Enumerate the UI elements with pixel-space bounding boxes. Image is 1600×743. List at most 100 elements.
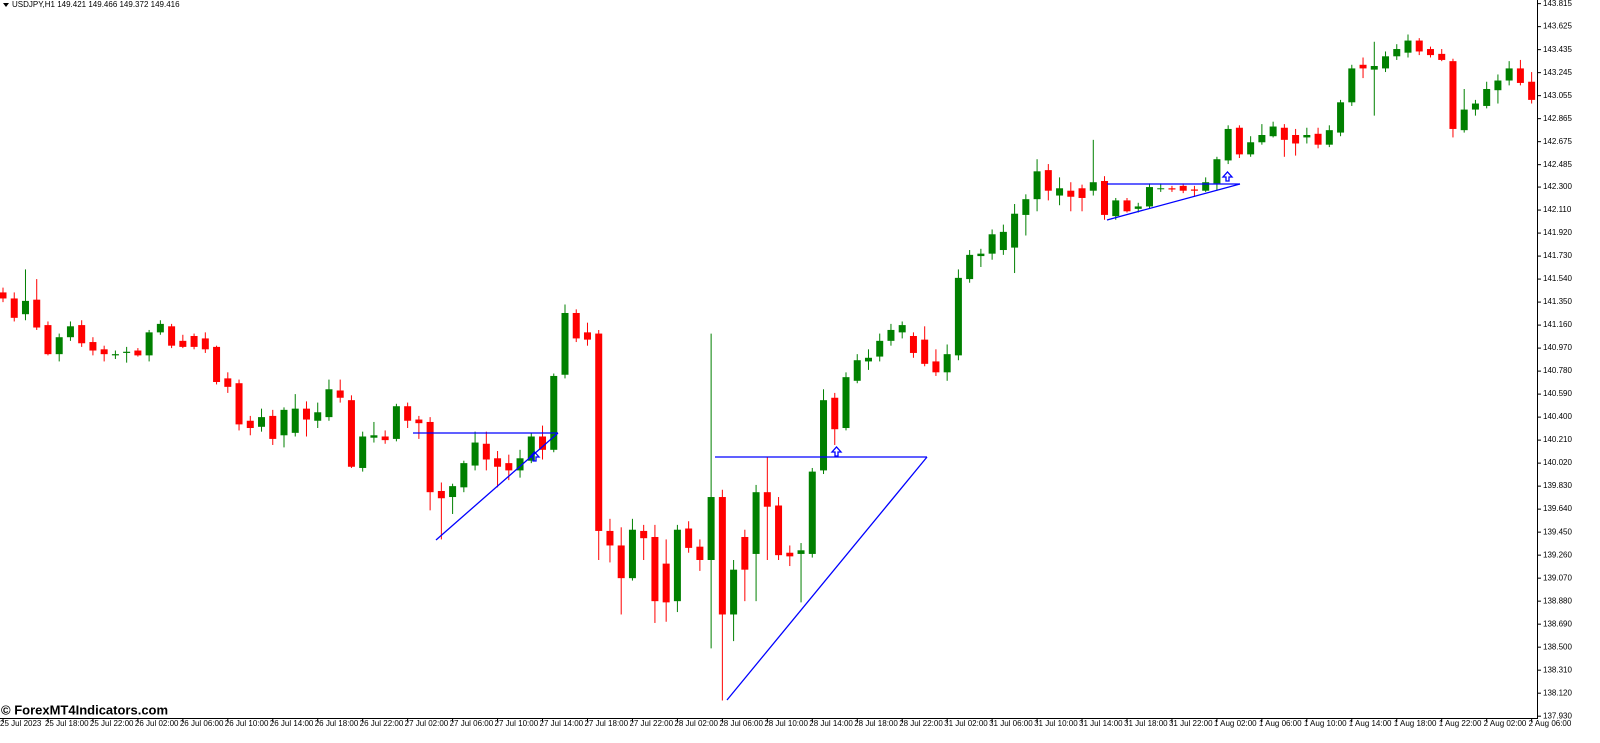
menu-triangle bbox=[3, 3, 9, 7]
candle-body bbox=[1247, 142, 1255, 155]
candle-body bbox=[1190, 189, 1198, 191]
candle-body bbox=[550, 375, 558, 450]
candle-body bbox=[437, 490, 445, 499]
x-tick-label: 26 Jul 10:00 bbox=[225, 719, 269, 728]
x-tick-label: 2 Aug 06:00 bbox=[1529, 719, 1572, 728]
candle-body bbox=[1337, 102, 1345, 133]
candle-body bbox=[741, 536, 749, 570]
x-tick-label: 27 Jul 10:00 bbox=[495, 719, 539, 728]
candle-body bbox=[224, 378, 232, 387]
x-tick-label: 31 Jul 02:00 bbox=[944, 719, 988, 728]
y-tick-label: 143.625 bbox=[1543, 22, 1572, 31]
candle-body bbox=[1438, 53, 1446, 60]
x-tick-label: 27 Jul 14:00 bbox=[540, 719, 584, 728]
candle-body bbox=[853, 360, 861, 381]
candle-body bbox=[505, 463, 513, 471]
x-tick-label: 1 Aug 18:00 bbox=[1394, 719, 1437, 728]
candle-body bbox=[752, 492, 760, 554]
x-tick-label: 25 Jul 18:00 bbox=[45, 719, 89, 728]
candle-body bbox=[909, 335, 917, 353]
y-tick-label: 140.970 bbox=[1543, 343, 1572, 352]
candle-body bbox=[100, 349, 108, 355]
candle-body bbox=[291, 408, 299, 433]
candle-body bbox=[1314, 133, 1322, 145]
candle-body bbox=[1033, 171, 1041, 200]
candle-body bbox=[932, 361, 940, 373]
pattern-line bbox=[726, 456, 928, 701]
candle-body bbox=[999, 231, 1007, 251]
candle-body bbox=[494, 458, 502, 467]
candle-body bbox=[1393, 49, 1401, 57]
candle-body bbox=[1179, 185, 1187, 191]
candle-body bbox=[707, 497, 715, 560]
pattern-line bbox=[435, 432, 559, 541]
y-tick-label: 138.120 bbox=[1543, 688, 1572, 697]
candle-body bbox=[763, 492, 771, 507]
x-tick-label: 26 Jul 14:00 bbox=[270, 719, 314, 728]
y-tick-label: 140.590 bbox=[1543, 389, 1572, 398]
candle-body bbox=[864, 357, 872, 362]
candle-body bbox=[359, 436, 367, 468]
x-tick-label: 31 Jul 22:00 bbox=[1169, 719, 1213, 728]
candle-body bbox=[404, 406, 412, 421]
candle-body bbox=[988, 234, 996, 254]
candle-body bbox=[685, 528, 693, 548]
x-tick-label: 1 Aug 02:00 bbox=[1214, 719, 1257, 728]
y-tick-label: 142.110 bbox=[1543, 205, 1572, 214]
candle-body bbox=[516, 458, 524, 471]
candle-body bbox=[78, 325, 86, 344]
x-tick-label: 1 Aug 10:00 bbox=[1304, 719, 1347, 728]
candle-body bbox=[190, 335, 198, 347]
candle-body bbox=[977, 253, 985, 257]
x-tick-label: 25 Jul 2023 bbox=[0, 719, 42, 728]
x-tick-label: 26 Jul 02:00 bbox=[135, 719, 179, 728]
candle-body bbox=[808, 471, 816, 554]
candle-body bbox=[1292, 135, 1300, 144]
candle-body bbox=[954, 277, 962, 356]
candle-body bbox=[449, 486, 457, 498]
candle-body bbox=[730, 569, 738, 615]
candle-body bbox=[370, 435, 378, 438]
candle-body bbox=[258, 417, 266, 427]
candle-body bbox=[640, 530, 648, 539]
candle-body bbox=[415, 419, 423, 424]
y-tick-label: 139.070 bbox=[1543, 573, 1572, 582]
candle-body bbox=[21, 300, 29, 315]
candle-body bbox=[156, 323, 164, 333]
candle-body bbox=[887, 329, 895, 341]
y-tick-label: 138.880 bbox=[1543, 596, 1572, 605]
x-tick-label: 31 Jul 10:00 bbox=[1034, 719, 1078, 728]
candle-body bbox=[392, 406, 400, 439]
candle-body bbox=[426, 421, 434, 493]
x-tick-label: 1 Aug 06:00 bbox=[1259, 719, 1302, 728]
y-tick-label: 143.435 bbox=[1543, 45, 1572, 54]
x-tick-label: 28 Jul 22:00 bbox=[899, 719, 943, 728]
candle-body bbox=[1044, 170, 1052, 191]
y-tick-label: 141.730 bbox=[1543, 251, 1572, 260]
candle-body bbox=[572, 312, 580, 339]
candle-body bbox=[1258, 135, 1266, 143]
candle-body bbox=[606, 530, 614, 546]
candle-body bbox=[1089, 182, 1097, 191]
candle-body bbox=[1359, 64, 1367, 69]
y-tick-label: 143.245 bbox=[1543, 68, 1572, 77]
candle-body bbox=[1404, 40, 1412, 53]
candle-body bbox=[111, 354, 119, 356]
candle-body bbox=[336, 390, 344, 398]
candle-body bbox=[1280, 127, 1288, 140]
x-tick-label: 27 Jul 22:00 bbox=[629, 719, 673, 728]
candle-body bbox=[1123, 200, 1131, 212]
candle-body bbox=[820, 400, 828, 471]
y-tick-label: 142.865 bbox=[1543, 114, 1572, 123]
candle-body bbox=[302, 408, 310, 420]
candle-body bbox=[1145, 187, 1153, 207]
y-tick-label: 138.310 bbox=[1543, 665, 1572, 674]
y-tick-label: 140.020 bbox=[1543, 458, 1572, 467]
candle-body bbox=[1168, 188, 1176, 190]
x-tick-label: 31 Jul 18:00 bbox=[1124, 719, 1168, 728]
candle-body bbox=[168, 326, 176, 346]
candle-body bbox=[10, 298, 18, 318]
candle-body bbox=[1505, 68, 1513, 81]
x-tick-label: 26 Jul 06:00 bbox=[180, 719, 224, 728]
